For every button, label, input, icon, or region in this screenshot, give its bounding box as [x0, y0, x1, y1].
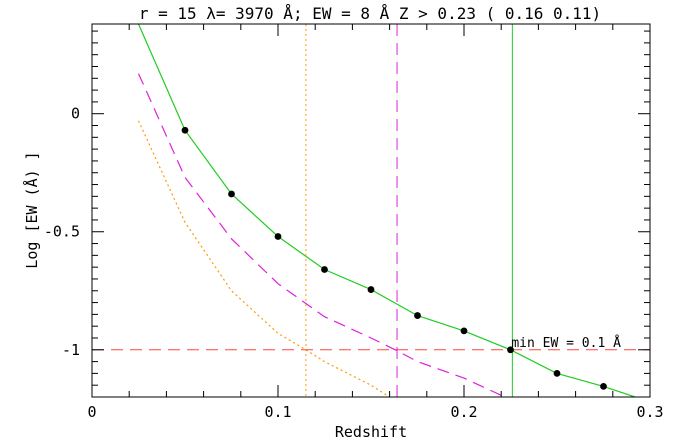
- chart-title: r = 15 λ= 3970 Å; EW = 8 Å Z > 0.23 ( 0.…: [139, 4, 601, 23]
- series-1-point: [414, 312, 421, 319]
- y-tick-label: -0.5: [44, 223, 80, 241]
- y-tick-label: -1: [62, 341, 80, 359]
- x-tick-label: 0: [87, 403, 96, 421]
- plot-frame: [91, 23, 651, 398]
- plot-points: [181, 126, 607, 390]
- x-tick-label: 0.2: [450, 403, 477, 421]
- reference-lines: [92, 24, 650, 397]
- series-line-1: [137, 24, 636, 397]
- series-1-point: [553, 369, 561, 377]
- series-1-point: [507, 346, 514, 354]
- x-tick-label: 0.3: [636, 403, 663, 421]
- x-tick-label: 0.1: [264, 403, 291, 421]
- series-1-point: [274, 233, 282, 240]
- y-tick-label: 0: [71, 105, 80, 123]
- axis-ticks: [91, 24, 651, 398]
- plot-lines: [137, 24, 636, 397]
- series-1-point: [367, 286, 375, 293]
- series-line-2: [137, 73, 506, 397]
- annotations: min EW = 0.1 Å: [511, 335, 621, 351]
- series-1-point: [228, 190, 235, 198]
- y-axis-label: Log [EW (Å) ]: [22, 151, 41, 268]
- series-1-point: [460, 327, 468, 335]
- series-line-3: [137, 120, 390, 397]
- series-1-point: [600, 382, 607, 390]
- tick-labels: 0 0.1 0.2 0.3 0 -0.5 -1: [44, 105, 664, 421]
- x-axis-label: Redshift: [335, 423, 407, 441]
- series-1-point: [321, 266, 328, 273]
- series-1-point: [181, 126, 189, 134]
- annotation-label: min EW = 0.1 Å: [511, 335, 621, 351]
